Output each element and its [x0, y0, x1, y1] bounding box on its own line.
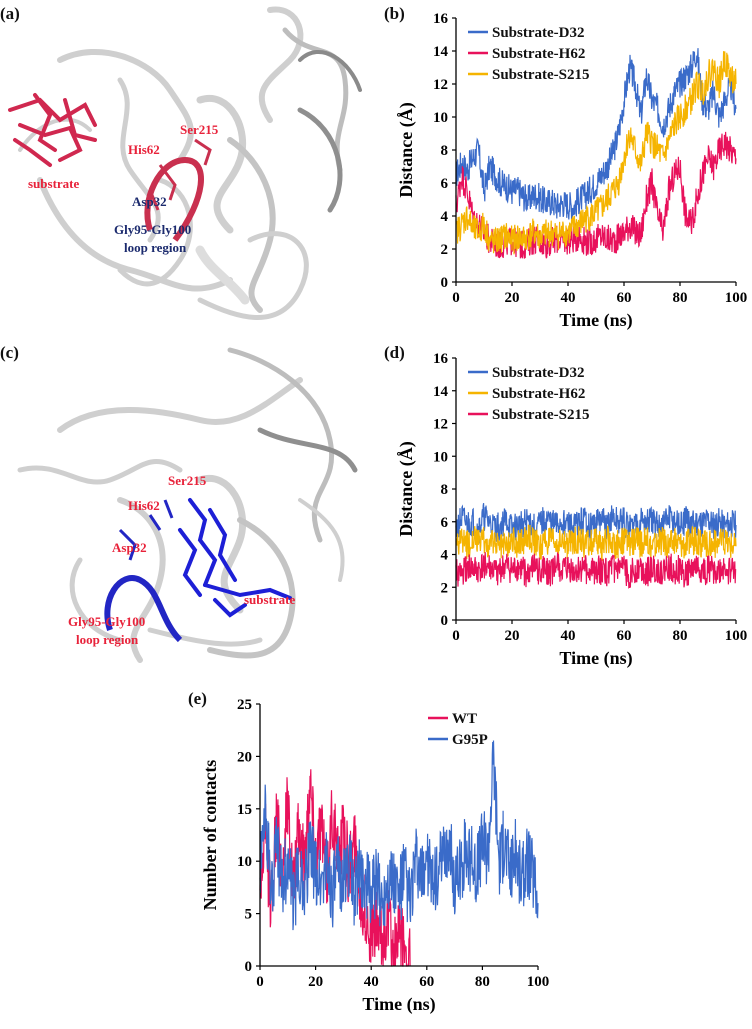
y-tick-label: 2: [441, 242, 449, 258]
x-tick-label: 60: [617, 628, 632, 644]
x-tick-label: 0: [452, 628, 460, 644]
distance-chart-g95p: 0 2 4 6 8 10 12 14 16 0 20 40 60 80 100 Time (ns) Distan…: [396, 351, 748, 669]
y-tick-label: 0: [245, 959, 253, 975]
x-tick-label: 40: [561, 290, 576, 306]
x-tick-label: 80: [475, 974, 490, 990]
legend-label: WT: [452, 711, 477, 727]
x-tick-label: 20: [505, 290, 520, 306]
y-tick-label: 6: [441, 176, 449, 192]
y-axis-label: Distance (Å): [396, 441, 417, 536]
y-tick-label: 14: [433, 44, 449, 60]
x-tick-label: 20: [308, 974, 323, 990]
label-substrate: substrate: [244, 592, 296, 607]
y-tick-label: 12: [433, 417, 448, 433]
series-line-substrate-h62: [455, 131, 737, 259]
series-line-g95p: [259, 740, 539, 931]
label-asp32: Asp32: [112, 540, 147, 555]
y-axis-label: Distance (Å): [396, 102, 417, 197]
y-tick-label: 8: [441, 143, 449, 159]
x-tick-label: 100: [725, 290, 748, 306]
contacts-chart: 0 5 10 15 20 25 0 20 40 60 80 100 Time (ns) Number of…: [200, 697, 550, 1015]
x-tick-label: 0: [256, 974, 264, 990]
series-line-wt: [259, 769, 411, 967]
label-loop-name: Gly95-Gly100: [68, 614, 145, 629]
label-substrate: substrate: [28, 176, 80, 191]
y-tick-label: 0: [441, 275, 449, 291]
label-loop-name: Gly95-Gly100: [114, 222, 191, 237]
y-tick-label: 10: [237, 854, 252, 870]
x-axis-label: Time (ns): [362, 994, 435, 1015]
x-tick-label: 80: [673, 628, 688, 644]
legend: Substrate-D32 Substrate-H62 Substrate-S215: [468, 365, 590, 423]
substrate-ligand: [8, 93, 97, 167]
y-tick-label: 0: [441, 613, 449, 629]
legend-label: G95P: [452, 732, 488, 748]
y-tick-label: 12: [433, 77, 448, 93]
label-asp32: Asp32: [132, 194, 167, 209]
label-loop-region: loop region: [76, 632, 139, 647]
y-tick-label: 16: [433, 11, 449, 27]
protein-structure-wt: substrate Ser215 His62 Asp32 Gly95-Gly10…: [8, 6, 362, 320]
y-tick-label: 10: [433, 110, 448, 126]
label-his62: His62: [128, 498, 160, 513]
y-tick-label: 25: [237, 697, 252, 713]
series-line-substrate-h62: [455, 524, 737, 562]
panel-letter-a: (a): [0, 4, 20, 23]
y-tick-label: 8: [441, 482, 449, 498]
series-line-substrate-s215: [455, 51, 737, 255]
x-axis-label: Time (ns): [559, 648, 632, 669]
legend-label: Substrate-H62: [492, 386, 585, 402]
label-ser215: Ser215: [180, 122, 219, 137]
y-tick-label: 15: [237, 802, 252, 818]
distance-chart-wt: 0 2 4 6 8 10 12 14 16 0 20 40 60 80 100 Time (ns) Distan…: [396, 11, 748, 331]
protein-ribbon: [18, 6, 362, 320]
panel-letter-c: (c): [0, 343, 19, 362]
x-tick-label: 60: [617, 290, 632, 306]
legend-label: Substrate-D32: [492, 25, 585, 41]
loop-region-highlight: [104, 575, 183, 643]
label-his62: His62: [128, 142, 160, 157]
protein-ribbon: [17, 347, 358, 663]
y-tick-label: 10: [433, 449, 448, 465]
x-tick-label: 20: [505, 628, 520, 644]
residue-sticks: [148, 138, 212, 211]
x-axis-label: Time (ns): [559, 310, 632, 331]
legend: WT G95P: [428, 711, 488, 748]
label-loop-region: loop region: [124, 240, 187, 255]
x-tick-label: 80: [673, 290, 688, 306]
x-tick-label: 40: [364, 974, 379, 990]
y-tick-label: 20: [237, 749, 252, 765]
x-tick-label: 0: [452, 290, 460, 306]
y-axis-label: Number of contacts: [200, 760, 220, 911]
loop-region-highlight: [144, 156, 204, 242]
legend-label: Substrate-H62: [492, 46, 585, 62]
panel-letter-b: (b): [384, 4, 405, 23]
y-tick-label: 4: [441, 548, 449, 564]
series-line-substrate-s215: [455, 552, 737, 590]
legend-label: Substrate-D32: [492, 365, 585, 381]
label-ser215: Ser215: [168, 473, 207, 488]
x-tick-label: 100: [527, 974, 550, 990]
y-tick-label: 2: [441, 580, 449, 596]
y-tick-label: 4: [441, 209, 449, 225]
y-tick-label: 5: [245, 907, 253, 923]
residue-sticks: [118, 499, 174, 561]
substrate-ligand: [178, 498, 292, 618]
y-tick-label: 16: [433, 351, 449, 367]
legend: Substrate-D32 Substrate-H62 Substrate-S215: [468, 25, 590, 83]
y-tick-label: 14: [433, 384, 449, 400]
y-tick-label: 6: [441, 515, 449, 531]
x-tick-label: 60: [419, 974, 434, 990]
series-line-substrate-d32: [455, 48, 737, 221]
panel-letter-e: (e): [188, 689, 207, 708]
legend-label: Substrate-S215: [492, 407, 590, 423]
x-tick-label: 100: [725, 628, 748, 644]
panel-letter-d: (d): [384, 343, 405, 362]
legend-label: Substrate-S215: [492, 67, 590, 83]
x-tick-label: 40: [561, 628, 576, 644]
protein-structure-g95p: Ser215 His62 Asp32 substrate Gly95-Gly10…: [17, 347, 358, 663]
